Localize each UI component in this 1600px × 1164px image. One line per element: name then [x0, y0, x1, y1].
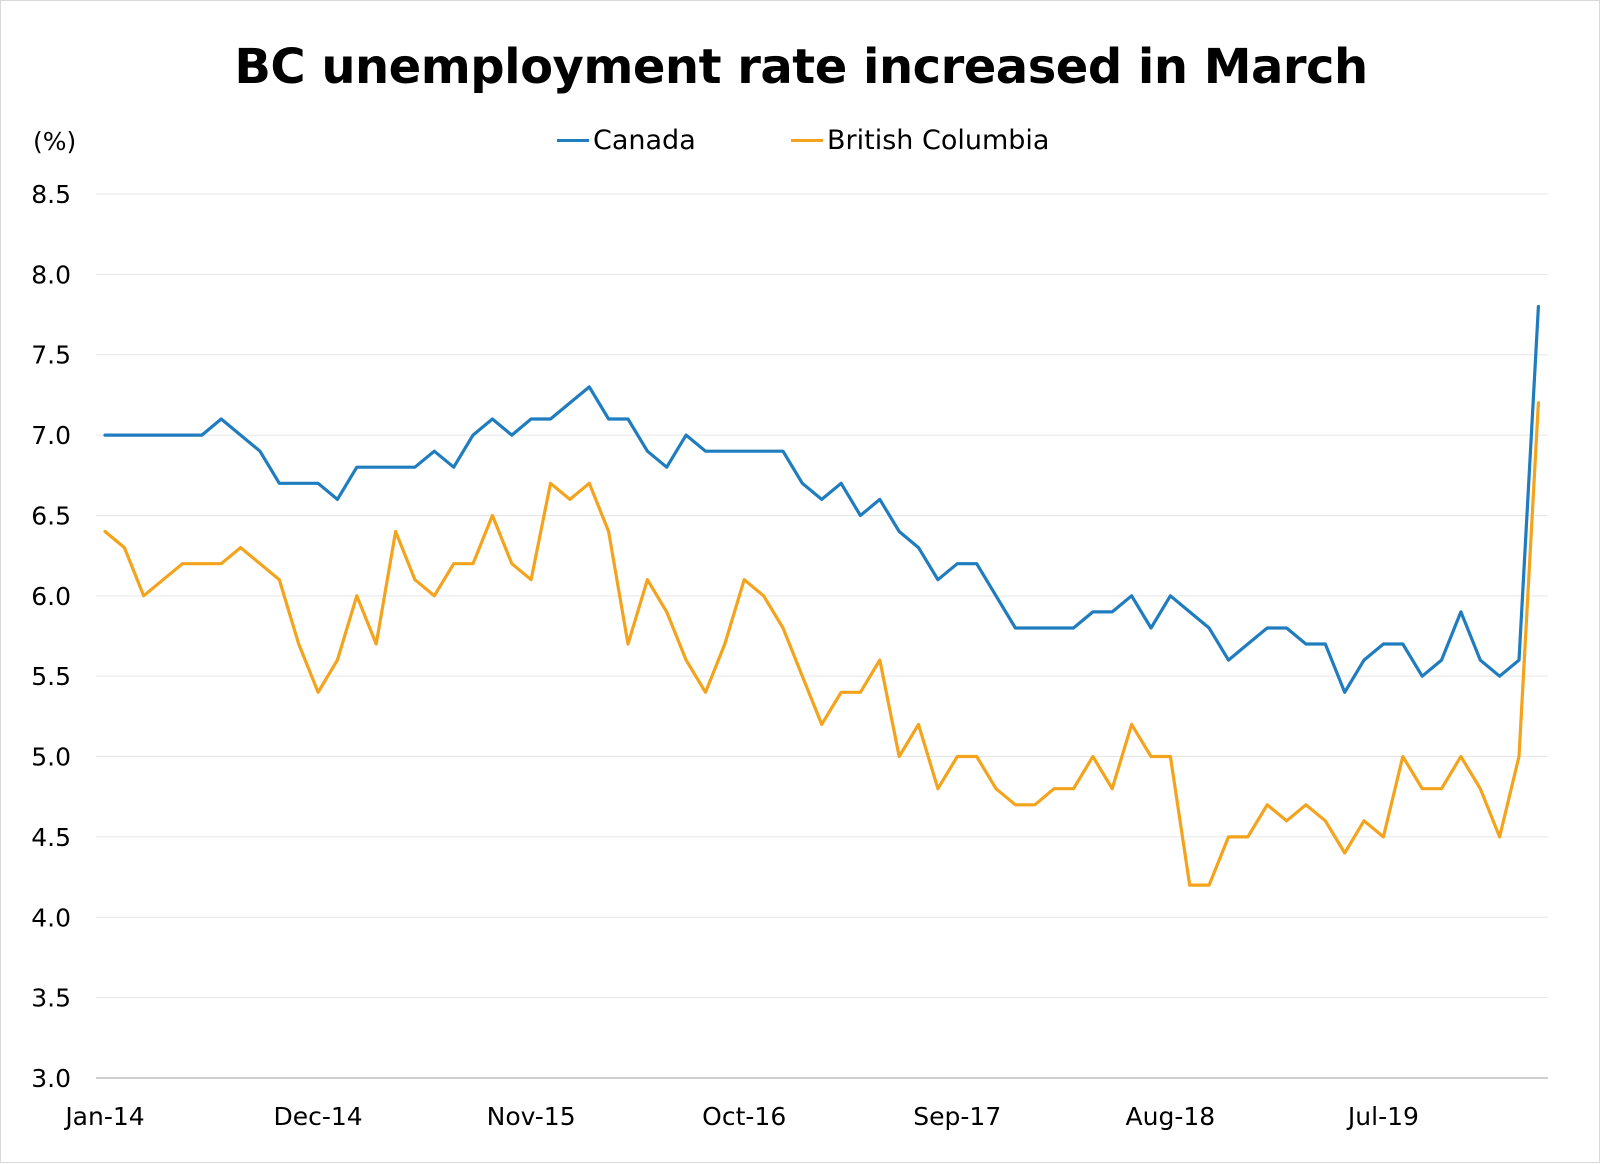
legend-label-canada: Canada — [593, 125, 696, 156]
y-tick-label: 8.0 — [31, 260, 71, 289]
y-axis-unit-label: (%) — [33, 127, 77, 156]
axes: 3.0 3.5 4.0 4.5 5.0 5.5 6.0 6.5 7.0 7.5 8.0 8.5 Jan-… — [31, 180, 1419, 1131]
legend-swatch-canada — [557, 139, 589, 142]
x-tick-label: Sep-17 — [913, 1102, 1001, 1131]
y-tick-label: 3.5 — [31, 984, 71, 1013]
y-tick-label: 6.0 — [31, 582, 71, 611]
y-tick-label: 5.0 — [31, 743, 71, 772]
y-tick-label: 3.0 — [31, 1064, 71, 1093]
series-line-british-columbia — [103, 401, 1541, 887]
x-tick-label: Nov-15 — [487, 1102, 576, 1131]
y-tick-label: 8.5 — [31, 180, 71, 209]
gridlines — [96, 193, 1548, 1079]
x-tick-label: Jan-14 — [63, 1102, 144, 1131]
legend-item-canada: Canada — [557, 125, 696, 156]
x-tick-label: Jul-19 — [1346, 1102, 1419, 1131]
x-tick-label: Oct-16 — [702, 1102, 786, 1131]
y-tick-label: 4.0 — [31, 903, 71, 932]
legend-item-british-columbia: British Columbia — [791, 125, 1049, 156]
chart-title: BC unemployment rate increased in March — [234, 39, 1368, 95]
y-tick-label: 7.0 — [31, 421, 71, 450]
y-tick-label: 5.5 — [31, 662, 71, 691]
y-tick-label: 6.5 — [31, 501, 71, 530]
y-tick-label: 4.5 — [31, 823, 71, 852]
series-line-canada — [103, 304, 1541, 694]
legend-label-british-columbia: British Columbia — [827, 125, 1050, 156]
legend-swatch-british-columbia — [791, 139, 823, 142]
x-tick-label: Aug-18 — [1126, 1102, 1216, 1131]
series-lines — [103, 304, 1541, 887]
x-tick-label: Dec-14 — [273, 1102, 362, 1131]
y-tick-label: 7.5 — [31, 341, 71, 370]
